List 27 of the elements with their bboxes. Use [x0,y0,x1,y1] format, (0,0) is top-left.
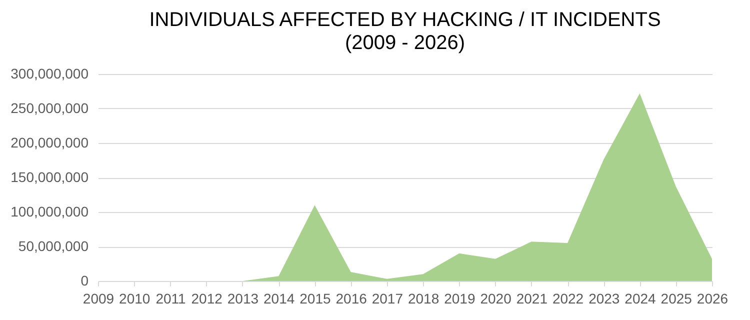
chart-title: INDIVIDUALS AFFECTED BY HACKING / IT INCIDENTS [149,9,661,31]
x-tick-label: 2025 [660,290,692,306]
x-tick-label: 2023 [588,290,620,306]
x-tick-label: 2022 [552,290,584,306]
y-tick-label: 250,000,000 [10,100,89,116]
y-tick-label: 300,000,000 [10,66,89,82]
x-tick-label: 2017 [372,290,404,306]
y-tick-label: 100,000,000 [10,204,89,220]
x-tick-label: 2020 [480,290,512,306]
x-tick-label: 2013 [227,290,259,306]
chart-subtitle: (2009 - 2026) [344,32,466,54]
x-tick-label: 2011 [156,290,186,306]
x-tick-label: 2010 [119,290,150,306]
x-tick-label: 2021 [516,290,548,306]
x-tick-label: 2015 [300,290,331,306]
x-tick-label: 2009 [82,290,114,306]
y-tick-label: 200,000,000 [10,134,89,150]
y-tick-label: 150,000,000 [10,169,89,185]
x-tick-label: 2024 [624,290,656,306]
y-tick-label: 0 [80,272,89,288]
x-tick-label: 2019 [444,290,476,306]
x-tick-label: 2014 [264,290,295,306]
x-tick-label: 2026 [696,290,728,306]
x-tick-label: 2018 [408,290,440,306]
y-tick-label: 50,000,000 [18,238,89,254]
x-tick-label: 2012 [191,290,223,306]
x-tick-label: 2016 [336,290,368,306]
